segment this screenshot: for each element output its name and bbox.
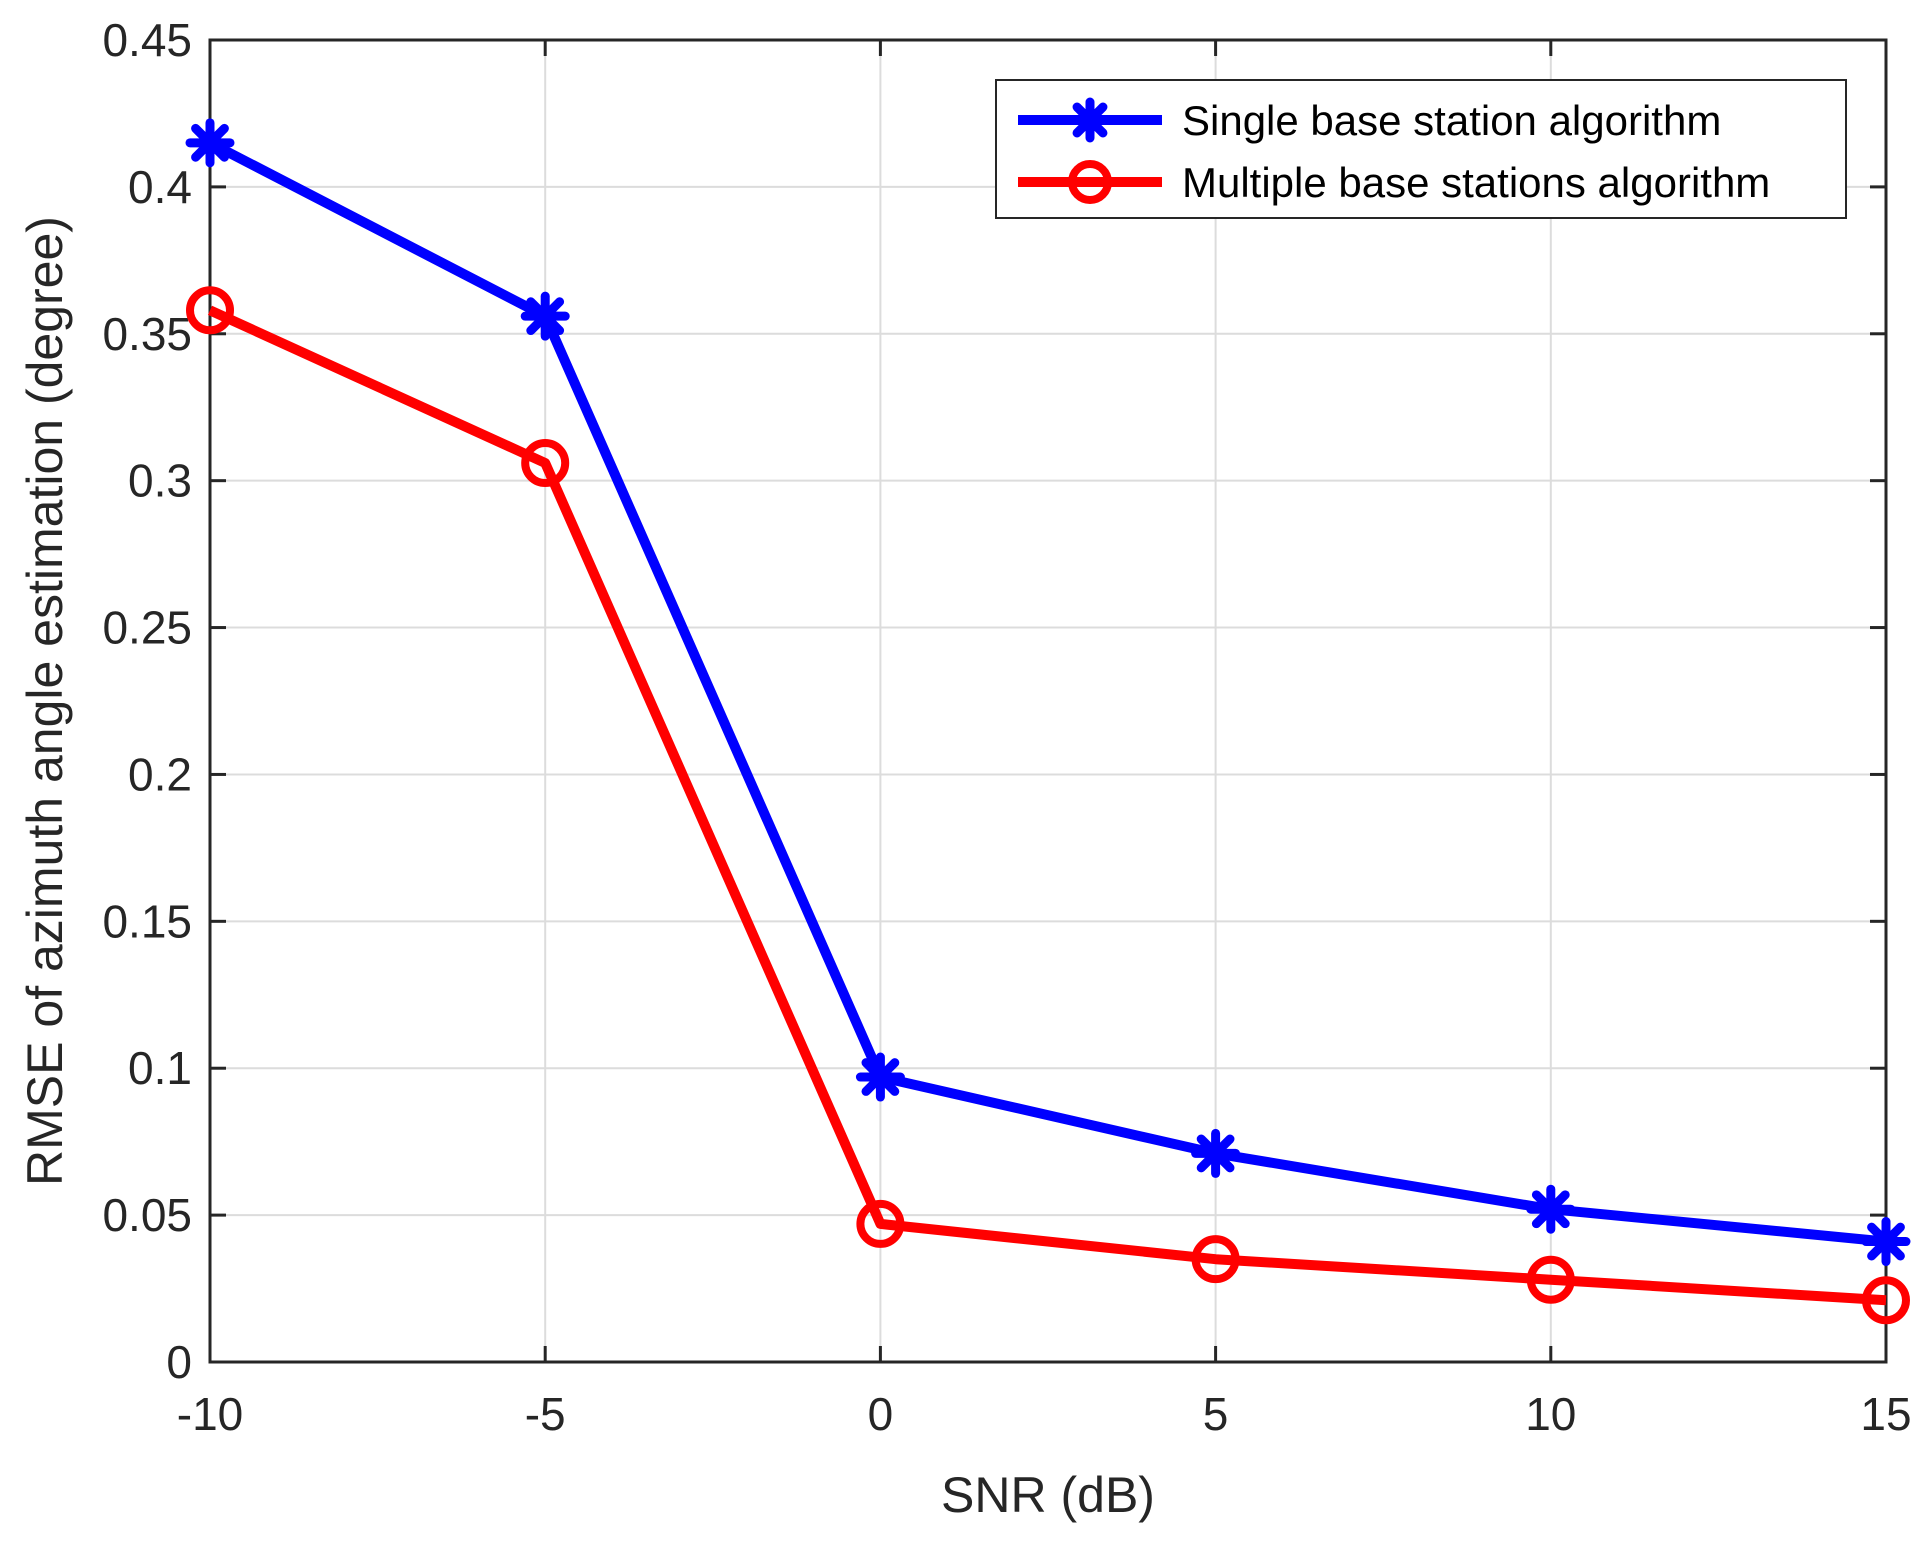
y-tick-label: 0.1 <box>128 1042 192 1094</box>
data-point <box>520 291 570 341</box>
series-line <box>207 305 1887 1306</box>
data-point <box>1861 1217 1911 1267</box>
legend-label: Multiple base stations algorithm <box>1182 159 1770 206</box>
legend-marker <box>1068 160 1112 204</box>
x-tick-label: -10 <box>177 1388 243 1440</box>
y-tick-label: 0.45 <box>102 14 192 66</box>
legend-marker <box>1067 97 1113 143</box>
legend-entry-single: Single base station algorithm <box>1018 97 1721 144</box>
legend: Single base station algorithm Multiple ba… <box>995 79 1847 219</box>
legend-box <box>995 79 1847 219</box>
x-tick-label: -5 <box>525 1388 566 1440</box>
x-tick-label: 5 <box>1203 1388 1229 1440</box>
data-point <box>521 439 570 488</box>
y-axis-title: RMSE of azimuth angle estimation (degree… <box>17 216 73 1186</box>
tick-labels: -10 -5 0 5 10 15 0 0.05 0.1 0.15 0.2 0.25 0.3 0.35 0.4… <box>102 14 1911 1440</box>
y-tick-label: 0.25 <box>102 602 192 654</box>
data-point <box>1191 1128 1241 1178</box>
plot-area <box>210 40 1886 1362</box>
legend-label: Single base station algorithm <box>1182 97 1721 144</box>
x-axis-title: SNR (dB) <box>941 1467 1155 1523</box>
x-tick-label: 0 <box>868 1388 894 1440</box>
series-multiple-base-station <box>186 286 1910 1325</box>
data-point <box>856 1199 905 1248</box>
y-tick-label: 0.35 <box>102 308 192 360</box>
data-point <box>1526 1255 1575 1304</box>
legend-entry-multiple: Multiple base stations algorithm <box>1018 159 1770 206</box>
data-point <box>1191 1235 1240 1284</box>
y-tick-label: 0 <box>166 1336 192 1388</box>
x-tick-label: 10 <box>1525 1388 1576 1440</box>
data-point <box>186 286 234 335</box>
y-tick-label: 0.3 <box>128 455 192 507</box>
axes <box>208 38 1888 1364</box>
data-point <box>1862 1276 1910 1325</box>
series-single-base-station <box>185 118 1911 1267</box>
x-tick-label: 15 <box>1860 1388 1911 1440</box>
y-tick-label: 0.15 <box>102 895 192 947</box>
y-tick-label: 0.4 <box>128 161 192 213</box>
axes-frame <box>208 38 1888 1364</box>
y-tick-label: 0.05 <box>102 1189 192 1241</box>
y-tick-label: 0.2 <box>128 748 192 800</box>
series-layer <box>185 118 1911 1325</box>
data-point <box>1526 1184 1576 1234</box>
grid <box>210 40 1886 1362</box>
series-line <box>207 138 1887 1247</box>
data-point <box>855 1052 905 1102</box>
data-point <box>185 118 235 168</box>
